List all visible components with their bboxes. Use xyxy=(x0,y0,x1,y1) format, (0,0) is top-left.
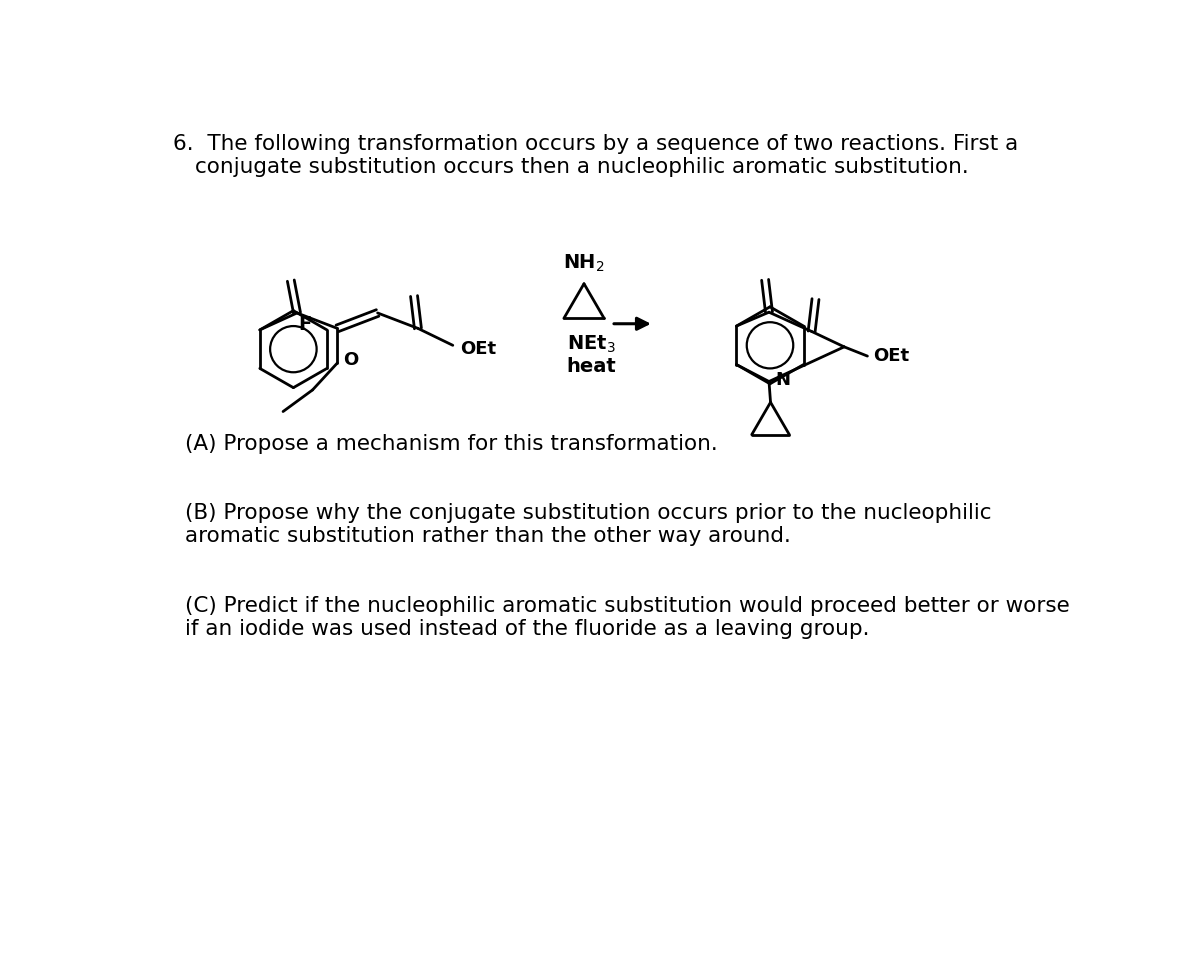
Text: conjugate substitution occurs then a nucleophilic aromatic substitution.: conjugate substitution occurs then a nuc… xyxy=(194,156,968,176)
Text: (A) Propose a mechanism for this transformation.: (A) Propose a mechanism for this transfo… xyxy=(185,433,718,454)
Text: OEt: OEt xyxy=(461,340,497,358)
Text: (B) Propose why the conjugate substitution occurs prior to the nucleophilic
arom: (B) Propose why the conjugate substituti… xyxy=(185,503,991,547)
Text: O: O xyxy=(343,351,358,369)
Text: (C) Predict if the nucleophilic aromatic substitution would proceed better or wo: (C) Predict if the nucleophilic aromatic… xyxy=(185,596,1069,639)
Text: OEt: OEt xyxy=(874,347,910,365)
Text: 6.  The following transformation occurs by a sequence of two reactions. First a: 6. The following transformation occurs b… xyxy=(173,133,1019,153)
Text: NH$_2$: NH$_2$ xyxy=(563,253,605,274)
Text: NEt$_3$: NEt$_3$ xyxy=(568,334,616,355)
Text: N: N xyxy=(775,371,790,389)
Text: F: F xyxy=(299,315,312,334)
Text: heat: heat xyxy=(566,357,617,376)
